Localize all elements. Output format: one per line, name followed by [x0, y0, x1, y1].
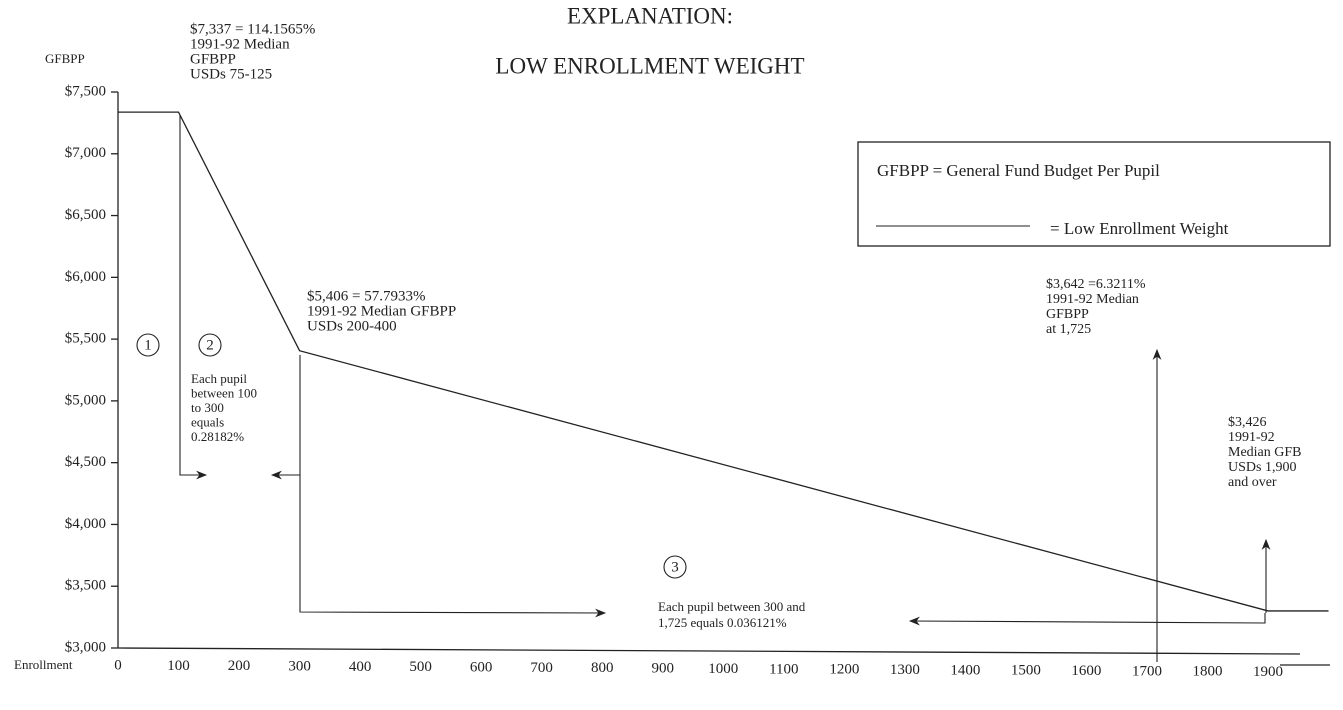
x-tick-label: 1500 — [1011, 663, 1041, 679]
annotation: USDs 1,900 — [1228, 460, 1296, 475]
annotation: Median GFB — [1228, 445, 1302, 460]
chart-subtitle: LOW ENROLLMENT WEIGHT — [495, 53, 804, 78]
annotation: 0.28182% — [191, 429, 244, 444]
x-tick-label: 0 — [114, 657, 122, 673]
annotation: 1991-92 — [1228, 430, 1275, 445]
arrow — [908, 613, 1266, 626]
x-tick-label: 300 — [288, 658, 311, 674]
marker-label: 2 — [206, 337, 214, 353]
line — [118, 111, 1329, 612]
x-tick-label: 500 — [409, 659, 432, 675]
x-tick-label: 400 — [349, 659, 372, 675]
annotation: and over — [1228, 475, 1277, 490]
annotation: at 1,725 — [1046, 322, 1091, 337]
x-tick-label: 1900 — [1253, 664, 1283, 680]
annotation: 1991-92 Median — [1046, 292, 1139, 307]
annotation: to 300 — [191, 400, 224, 415]
x-tick-label: 600 — [470, 660, 493, 676]
legend-entry: GFBPP = General Fund Budget Per Pupil — [877, 161, 1160, 180]
y-tick-label: $5,000 — [65, 392, 106, 408]
annotation: 1991-92 Median — [190, 36, 290, 52]
x-tick-label: 800 — [591, 660, 614, 676]
legend-entry: = Low Enrollment Weight — [1050, 219, 1229, 238]
annotation: $7,337 = 114.1565% — [190, 21, 315, 37]
y-axis-label: GFBPP — [45, 51, 85, 66]
x-tick-label: 200 — [228, 658, 251, 674]
marker-circle — [136, 333, 160, 357]
x-tick-label: 1300 — [890, 662, 920, 678]
chart-title: EXPLANATION: — [567, 3, 733, 28]
y-tick-label: $3,500 — [65, 578, 106, 594]
x-tick-label: 1100 — [769, 661, 798, 677]
annotation: 1991-92 Median GFBPP — [307, 303, 456, 319]
x-tick-label: 1200 — [829, 662, 859, 678]
x-tick-label: 900 — [651, 661, 674, 677]
y-tick-label: $4,500 — [65, 454, 106, 470]
x-axis — [117, 647, 1301, 655]
annotation: $3,642 =6.3211% — [1046, 277, 1146, 292]
x-tick-label: 100 — [167, 658, 190, 674]
marker-circle — [663, 555, 687, 579]
annotation: $3,426 — [1228, 415, 1267, 430]
y-tick-label: $5,500 — [65, 331, 106, 347]
y-tick-label: $7,000 — [65, 145, 106, 161]
marker-label: 3 — [671, 559, 679, 575]
y-tick-label: $3,000 — [65, 639, 106, 655]
y-tick-label: $4,000 — [65, 516, 106, 532]
annotation: USDs 200-400 — [307, 318, 397, 334]
arrow — [179, 115, 208, 480]
x-tick-label: 1000 — [708, 661, 738, 677]
annotation: Each pupil — [191, 371, 247, 386]
annotation: GFBPP — [1046, 307, 1089, 322]
x-tick-label: 700 — [530, 660, 553, 676]
annotation: equals — [191, 414, 224, 429]
x-tick-label: 1400 — [950, 662, 980, 678]
annotation: 1,725 equals 0.036121% — [658, 615, 787, 630]
y-tick-label: $6,500 — [65, 207, 106, 223]
legend-box — [857, 141, 1331, 247]
y-tick-label: $6,000 — [65, 269, 106, 285]
annotation: between 100 — [191, 385, 257, 400]
x-tick-label: 1800 — [1192, 664, 1222, 680]
annotation: $5,406 = 57.7933% — [307, 288, 425, 304]
x-tick-label: 1700 — [1132, 663, 1162, 679]
annotation: USDs 75-125 — [190, 66, 272, 82]
marker-label: 1 — [144, 337, 152, 353]
arrow — [299, 355, 607, 618]
x-axis-label: Enrollment — [14, 657, 73, 672]
annotation: Each pupil between 300 and — [658, 599, 806, 614]
marker-circle — [198, 333, 222, 357]
annotation: GFBPP — [190, 51, 236, 67]
x-tick-label: 1600 — [1071, 663, 1101, 679]
y-tick-label: $7,500 — [65, 83, 106, 99]
